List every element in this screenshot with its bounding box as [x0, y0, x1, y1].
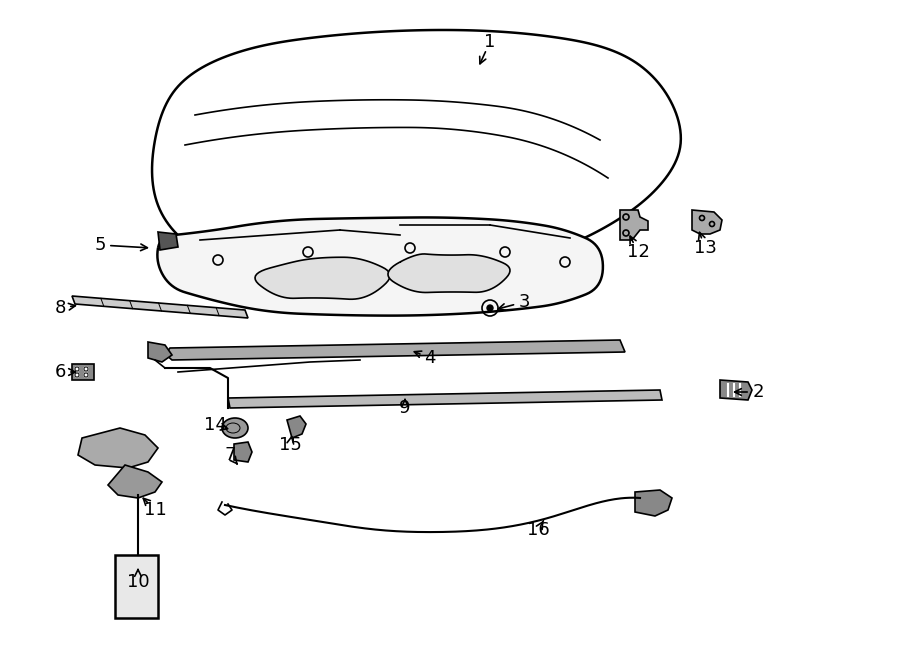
Polygon shape [78, 428, 158, 468]
Polygon shape [234, 442, 252, 462]
Ellipse shape [222, 418, 248, 438]
Text: 15: 15 [279, 436, 302, 454]
Text: 7: 7 [224, 446, 236, 464]
Text: 12: 12 [626, 243, 650, 261]
Polygon shape [148, 342, 172, 362]
Text: 3: 3 [518, 293, 530, 311]
Text: 2: 2 [752, 383, 764, 401]
Polygon shape [72, 364, 94, 380]
Text: 6: 6 [54, 363, 66, 381]
Circle shape [84, 367, 88, 371]
Circle shape [84, 373, 88, 377]
Polygon shape [388, 254, 510, 292]
Polygon shape [635, 490, 672, 516]
Polygon shape [720, 380, 752, 400]
Text: 5: 5 [94, 236, 106, 254]
Polygon shape [115, 555, 158, 618]
Polygon shape [620, 210, 648, 240]
Polygon shape [158, 217, 603, 315]
Polygon shape [255, 257, 390, 299]
Polygon shape [72, 296, 248, 318]
Circle shape [487, 305, 493, 311]
Polygon shape [165, 340, 625, 360]
Text: 10: 10 [127, 573, 149, 591]
Polygon shape [158, 232, 178, 250]
Circle shape [75, 367, 79, 371]
Circle shape [75, 373, 79, 377]
Text: 1: 1 [484, 33, 496, 51]
Text: 4: 4 [424, 349, 436, 367]
Text: 11: 11 [144, 501, 166, 519]
Text: 14: 14 [203, 416, 227, 434]
Polygon shape [692, 210, 722, 234]
Polygon shape [108, 465, 162, 498]
Text: 9: 9 [400, 399, 410, 417]
Text: 13: 13 [694, 239, 716, 257]
Text: 8: 8 [54, 299, 66, 317]
Text: 16: 16 [526, 521, 549, 539]
Polygon shape [228, 390, 662, 408]
Polygon shape [287, 416, 306, 438]
